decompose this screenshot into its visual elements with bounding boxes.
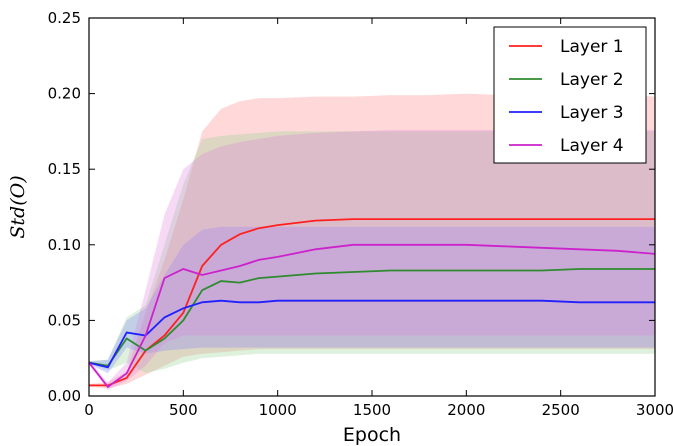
x-tick-label: 1000 <box>259 401 297 419</box>
x-tick-label: 2000 <box>447 401 485 419</box>
legend-label-layer-1: Layer 1 <box>560 37 624 57</box>
x-tick-label: 500 <box>169 401 198 419</box>
x-tick-label: 0 <box>84 401 94 419</box>
y-tick-label: 0.00 <box>48 387 81 405</box>
series-lines <box>88 218 656 389</box>
y-axis-label: Std(O) <box>7 175 29 238</box>
x-tick-label: 1500 <box>353 401 391 419</box>
x-tick-label: 2500 <box>542 401 580 419</box>
line-layer-4 <box>88 243 656 389</box>
legend-label-layer-3: Layer 3 <box>560 103 624 123</box>
y-tick-label: 0.05 <box>48 311 81 329</box>
legend-label-layer-2: Layer 2 <box>560 70 624 90</box>
legend-label-layer-4: Layer 4 <box>560 136 624 156</box>
y-tick-label: 0.25 <box>48 9 81 27</box>
y-tick-label: 0.15 <box>48 160 81 178</box>
legend: Layer 1 Layer 2 Layer 3 Layer 4 <box>493 26 647 164</box>
band-layer-4 <box>89 129 655 390</box>
line-layer-3 <box>88 299 655 369</box>
axis-ticks: 0 500 1000 1500 2000 2500 3000 0.00 0.05 0.10 0.15… <box>48 9 673 419</box>
confidence-bands <box>89 93 655 390</box>
x-axis-label: Epoch <box>343 424 401 446</box>
y-tick-label: 0.10 <box>48 236 81 254</box>
band-layer-1 <box>89 93 655 389</box>
band-layer-2 <box>89 131 655 374</box>
x-tick-label: 3000 <box>636 401 673 419</box>
y-tick-label: 0.20 <box>48 85 81 103</box>
line-layer-2 <box>88 268 655 367</box>
legend-box <box>493 26 647 164</box>
